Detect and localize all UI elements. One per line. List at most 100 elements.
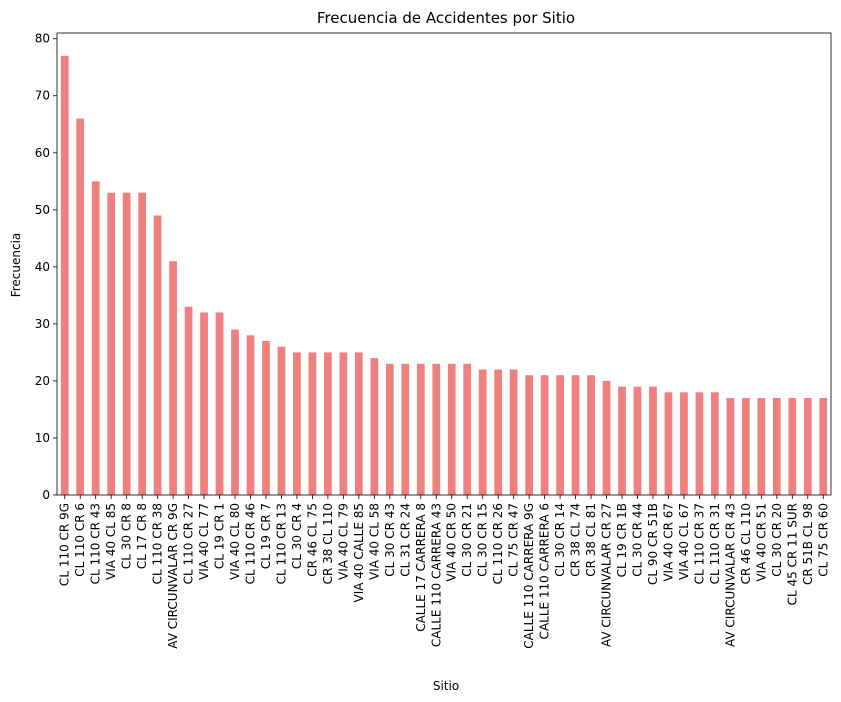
bar — [401, 363, 410, 495]
bar — [788, 398, 797, 495]
x-tick-label: CR 38 CL 74 — [569, 503, 583, 577]
y-tick-label: 80 — [35, 32, 50, 46]
bar — [556, 375, 564, 495]
bar — [339, 352, 348, 495]
bar — [633, 386, 642, 495]
x-tick-label: AV CIRCUNVALAR CR 9G — [166, 503, 180, 649]
x-axis: CL 110 CR 9G CL 110 CR 6 CL 110 CR 43 VIA 4… — [58, 495, 830, 649]
x-tick-label: CL 110 CR 38 — [151, 503, 165, 584]
x-tick-label: CR 38 CL 110 — [321, 503, 335, 584]
x-tick-label: VIA 40 CR 50 — [445, 503, 459, 582]
bar — [416, 363, 425, 495]
bar — [432, 363, 441, 495]
x-tick-label: CALLE 110 CARRERA 9G — [522, 503, 536, 649]
x-tick-label: CALLE 110 CARRERA 43 — [429, 503, 443, 647]
bar — [184, 306, 193, 495]
x-tick-label: CL 30 CR 20 — [770, 503, 784, 577]
x-tick-label: AV CIRCUNVALAR CR 43 — [723, 503, 737, 647]
x-tick-label: CL 90 CR 51B — [646, 503, 660, 585]
bar — [324, 352, 332, 495]
bar — [571, 375, 580, 495]
bar — [122, 192, 131, 495]
bar — [757, 398, 766, 495]
bar — [447, 363, 456, 495]
y-tick-label: 10 — [35, 431, 50, 445]
x-axis-label: Sitio — [433, 679, 459, 693]
y-axis: 0 10 20 30 40 50 60 70 80 — [35, 32, 57, 502]
bar — [649, 386, 657, 495]
x-tick-label: VIA 40 CL 85 — [104, 503, 118, 580]
bar — [308, 352, 317, 495]
x-tick-label: CR 46 CL 75 — [305, 503, 319, 577]
bar — [277, 346, 286, 495]
y-axis-label: Frecuencia — [9, 233, 23, 298]
x-tick-label: CL 75 CR 60 — [816, 503, 830, 577]
x-tick-label: CL 110 CR 43 — [89, 503, 103, 584]
y-tick-label: 20 — [35, 374, 50, 388]
plot-frame — [56, 32, 832, 496]
bar — [60, 55, 69, 495]
x-tick-label: CL 30 CR 43 — [383, 503, 397, 577]
x-tick-label: CL 110 CR 6 — [73, 503, 87, 577]
x-tick-label: CL 30 CR 44 — [631, 503, 645, 577]
bar — [772, 398, 781, 495]
x-tick-label: CL 30 CR 14 — [553, 503, 567, 577]
x-tick-label: CL 45 CR 11 SUR — [785, 503, 799, 605]
bar — [246, 335, 255, 495]
bar — [664, 392, 673, 495]
bar — [819, 398, 828, 495]
x-tick-label: CL 110 CR 46 — [244, 503, 258, 584]
x-tick-label: VIA 40 CL 58 — [367, 503, 381, 580]
bar — [587, 375, 595, 495]
bar — [91, 181, 100, 495]
bar — [680, 392, 688, 495]
y-tick-label: 30 — [35, 317, 50, 331]
x-tick-label: CL 30 CR 15 — [476, 503, 490, 577]
x-tick-label: VIA 40 CR 51 — [754, 503, 768, 582]
x-tick-label: AV CIRCUNVALAR CR 27 — [600, 503, 614, 647]
bar — [76, 118, 85, 496]
bar — [107, 192, 116, 495]
chart-title: Frecuencia de Accidentes por Sitio — [317, 9, 575, 27]
x-tick-label: CL 30 CR 8 — [120, 503, 134, 569]
x-tick-label: VIA 40 CL 80 — [228, 503, 242, 580]
x-tick-label: CR 46 CL 110 — [739, 503, 753, 584]
bar — [509, 369, 518, 495]
bar — [200, 312, 208, 495]
bar — [215, 312, 224, 495]
bar — [741, 398, 750, 495]
bar — [602, 380, 611, 495]
y-tick-label: 50 — [35, 203, 50, 217]
x-tick-label: CL 110 CR 26 — [491, 503, 505, 584]
bar — [262, 341, 270, 495]
y-tick-label: 40 — [35, 260, 50, 274]
bar — [618, 386, 626, 495]
x-tick-label: VIA 40 CALLE 85 — [352, 503, 366, 602]
bar — [711, 392, 719, 495]
bar — [169, 261, 177, 495]
x-tick-label: CL 30 CR 21 — [460, 503, 474, 577]
bar — [138, 192, 147, 495]
x-tick-label: CALLE 110 CARRERA 6 — [538, 503, 552, 639]
x-tick-label: CL 110 CR 37 — [692, 503, 706, 584]
bars-group — [60, 55, 828, 496]
bar — [525, 375, 534, 495]
bar — [803, 398, 812, 495]
x-tick-label: VIA 40 CL 67 — [677, 503, 691, 580]
x-tick-label: CL 110 CR 9G — [58, 503, 72, 586]
x-tick-label: CL 110 CR 27 — [182, 503, 196, 584]
y-tick-label: 70 — [35, 89, 50, 103]
bar — [463, 363, 472, 495]
bar — [293, 352, 301, 495]
bar — [695, 392, 704, 495]
bar — [370, 358, 379, 495]
x-tick-label: CL 19 CR 1B — [615, 503, 629, 577]
bar — [354, 352, 363, 495]
x-tick-label: CALLE 17 CARRERA 8 — [414, 503, 428, 632]
x-tick-label: CL 19 CR 7 — [259, 503, 273, 569]
x-tick-label: CL 17 CR 8 — [135, 503, 149, 569]
bar — [540, 375, 549, 495]
bar — [153, 215, 162, 495]
x-tick-label: VIA 40 CR 67 — [661, 503, 675, 582]
